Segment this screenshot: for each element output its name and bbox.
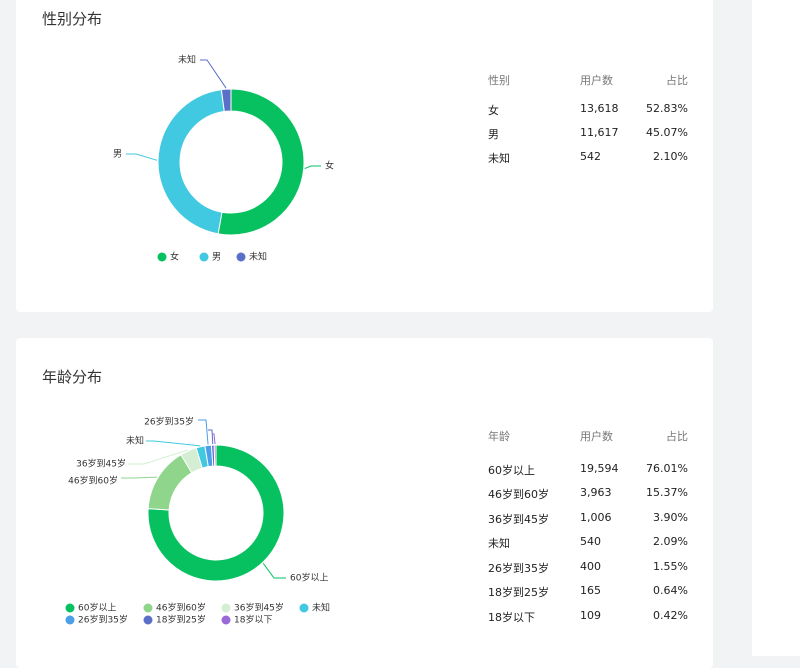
legend-label[interactable]: 26岁到35岁 [78, 614, 128, 626]
age-row-label: 60岁以上 [488, 464, 535, 477]
donut-slice [213, 444, 217, 467]
label-leader-line [262, 563, 286, 579]
slice-label: 男 [113, 149, 122, 160]
slice-label: 未知 [126, 435, 144, 447]
age-row-pct: 76.01% [646, 462, 688, 475]
gender-distribution-card: 性别分布 女男未知女男未知 性别 用户数 占比 女 13,618 52.83% … [16, 0, 713, 312]
slice-label: 36岁到45岁 [76, 458, 126, 470]
age-row-label: 18岁以下 [488, 611, 535, 624]
age-row-count: 109 [580, 609, 601, 622]
donut-slice [217, 88, 305, 236]
age-row-label: 36岁到45岁 [488, 513, 549, 526]
legend-marker[interactable] [299, 603, 309, 613]
age-row-pct: 1.55% [653, 560, 688, 573]
label-leader-line [208, 429, 214, 445]
donut-slice [220, 88, 232, 113]
legend-marker[interactable] [143, 615, 153, 625]
age-row-pct: 2.09% [653, 535, 688, 548]
slice-label: 26岁到35岁 [144, 416, 194, 428]
gender-row-label: 未知 [488, 152, 510, 165]
gender-row-label: 男 [488, 128, 499, 141]
age-card-title: 年龄分布 [42, 368, 103, 386]
age-row-pct: 15.37% [646, 486, 688, 499]
age-distribution-card: 年龄分布 60岁以上46岁到60岁36岁到45岁未知26岁到35岁18岁到25岁… [16, 338, 713, 668]
gender-table-header-pct: 占比 [666, 74, 688, 87]
label-leader-line [146, 440, 201, 447]
donut-slice [147, 444, 285, 582]
legend-label[interactable]: 未知 [249, 251, 267, 263]
age-donut-chart: 60岁以上46岁到60岁36岁到45岁未知26岁到35岁18岁到25岁18岁以下… [65, 416, 330, 626]
age-row-count: 3,963 [580, 486, 612, 499]
legend-marker[interactable] [199, 252, 209, 262]
legend-marker[interactable] [65, 615, 75, 625]
label-leader-line [128, 449, 189, 465]
legend-label[interactable]: 36岁到45岁 [234, 602, 284, 614]
legend-label[interactable]: 60岁以上 [78, 602, 116, 614]
age-row-count: 19,594 [580, 462, 619, 475]
legend-marker[interactable] [143, 603, 153, 613]
legend-label[interactable]: 18岁到25岁 [156, 614, 206, 626]
legend-marker[interactable] [157, 252, 167, 262]
legend-marker[interactable] [221, 615, 231, 625]
legend-label[interactable]: 女 [170, 251, 179, 263]
label-leader-line [126, 153, 158, 161]
donut-slice [157, 89, 225, 235]
legend-label[interactable]: 未知 [312, 602, 330, 614]
label-leader-line [304, 165, 321, 170]
age-row-pct: 0.64% [653, 584, 688, 597]
gender-donut-chart: 女男未知女男未知 [113, 54, 334, 263]
legend-label[interactable]: 18岁以下 [234, 614, 272, 626]
legend-label[interactable]: 男 [212, 252, 221, 263]
age-table: 年龄 用户数 占比 60岁以上 19,594 76.01% 46岁到60岁 3,… [488, 428, 688, 628]
age-row-count: 540 [580, 535, 601, 548]
gender-table-header-label: 性别 [488, 74, 510, 87]
age-row-pct: 0.42% [653, 609, 688, 622]
slice-label: 46岁到60岁 [68, 475, 118, 487]
age-row-label: 26岁到35岁 [488, 562, 549, 575]
label-leader-line [200, 59, 227, 89]
age-row-label: 46岁到60岁 [488, 488, 549, 501]
age-row-count: 1,006 [580, 511, 612, 524]
age-row-label: 18岁到25岁 [488, 586, 549, 599]
age-table-header-count: 用户数 [580, 430, 613, 443]
legend-marker[interactable] [221, 603, 231, 613]
age-row-count: 400 [580, 560, 601, 573]
age-row-label: 未知 [488, 537, 510, 550]
legend-marker[interactable] [65, 603, 75, 613]
slice-label: 女 [325, 160, 334, 172]
right-panel-strip [752, 0, 800, 656]
gender-row-count: 542 [580, 150, 601, 163]
gender-row-pct: 45.07% [646, 126, 688, 139]
age-table-header-label: 年龄 [488, 430, 510, 443]
gender-row-count: 11,617 [580, 126, 619, 139]
label-leader-line [198, 419, 209, 445]
gender-row-pct: 52.83% [646, 102, 688, 115]
gender-row-count: 13,618 [580, 102, 619, 115]
gender-row-pct: 2.10% [653, 150, 688, 163]
legend-label[interactable]: 46岁到60岁 [156, 602, 206, 614]
label-leader-line [121, 476, 158, 479]
gender-row-label: 女 [488, 104, 499, 117]
donut-slice [147, 454, 193, 511]
age-table-header-pct: 占比 [666, 430, 688, 443]
slice-label: 未知 [178, 54, 196, 66]
age-row-pct: 3.90% [653, 511, 688, 524]
label-leader-line [212, 433, 216, 445]
slice-label: 60岁以上 [290, 572, 328, 584]
gender-table: 性别 用户数 占比 女 13,618 52.83% 男 11,617 45.07… [488, 72, 688, 172]
age-row-count: 165 [580, 584, 601, 597]
legend-marker[interactable] [236, 252, 246, 262]
gender-table-header-count: 用户数 [580, 74, 613, 87]
gender-card-title: 性别分布 [42, 10, 103, 28]
